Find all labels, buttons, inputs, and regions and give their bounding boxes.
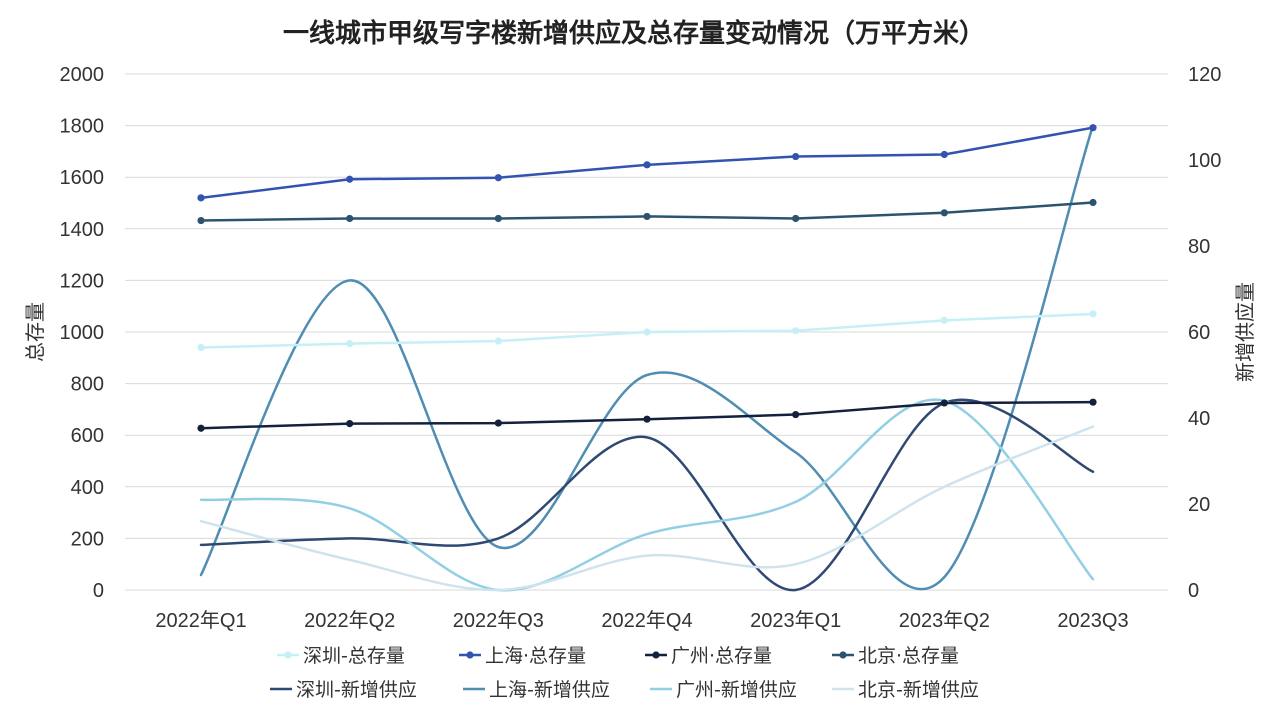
legend-label-3: 北京·总存量 [858, 645, 959, 667]
x-axis-ticks: 2022年Q1 2022年Q2 2022年Q3 2022年Q4 2023年Q1 2023年… [155, 609, 1128, 632]
legend-item-6: 广州-新增供应 [650, 679, 797, 701]
series-line-2 [199, 400, 1095, 430]
series-3-point-0 [197, 216, 205, 225]
legend-label-0: 深圳-总存量 [303, 645, 405, 667]
series-6 [199, 398, 1095, 592]
legend-label-5: 上海-新增供应 [489, 679, 610, 701]
left-tick-label-1: 200 [71, 528, 104, 550]
series-3-point-2 [494, 214, 502, 223]
series-2-point-4 [792, 410, 800, 419]
series-3-point-4 [792, 214, 800, 223]
series-0 [197, 310, 1097, 352]
series-4 [199, 398, 1095, 592]
legend-item-2: 广州·总存量 [645, 645, 772, 667]
right-tick-label-5: 100 [1188, 150, 1221, 172]
left-tick-label-0: 0 [93, 580, 104, 602]
left-y-axis-title: 总存量 [23, 302, 47, 362]
series-2-point-1 [346, 419, 354, 428]
legend-marker-2 [652, 651, 660, 659]
legend-label-6: 广州-新增供应 [676, 679, 797, 701]
right-tick-label-6: 120 [1188, 64, 1221, 86]
left-tick-label-4: 800 [71, 374, 104, 396]
left-tick-label-9: 1800 [60, 116, 105, 138]
legend-label-2: 广州·总存量 [671, 645, 772, 667]
series-2-point-2 [494, 419, 502, 427]
legend-label-1: 上海·总存量 [485, 645, 586, 667]
legend-marker-0 [284, 651, 292, 659]
series-3-point-6 [1089, 198, 1097, 207]
right-y-axis-title: 新增供应量 [1233, 282, 1257, 382]
left-y-axis-ticks: 0 200 400 600 800 1000 1200 1400 1600 1800 2000 [60, 64, 105, 602]
chart-title: 一线城市甲级写字楼新增供应及总存量变动情况（万平方米） [283, 18, 985, 49]
series-1-point-1 [346, 175, 354, 183]
x-tick-label-0: 2022年Q1 [155, 609, 246, 632]
x-tick-label-4: 2023年Q1 [750, 609, 841, 632]
right-tick-label-3: 60 [1188, 322, 1210, 344]
series-2 [197, 398, 1097, 432]
legend-item-7: 北京-新增供应 [832, 679, 979, 701]
right-tick-label-0: 0 [1188, 580, 1199, 602]
series-1-point-5 [940, 150, 948, 159]
left-tick-label-3: 600 [71, 425, 104, 447]
legend-marker-3 [839, 651, 847, 659]
x-tick-label-5: 2023年Q2 [899, 609, 990, 632]
series-2-point-0 [197, 424, 205, 432]
series-line-6 [199, 398, 1095, 592]
left-tick-label-6: 1200 [60, 270, 105, 292]
series-2-point-5 [940, 399, 948, 407]
legend-label-7: 北京-新增供应 [858, 679, 979, 701]
series-1-point-0 [197, 194, 205, 202]
x-tick-label-2: 2022年Q3 [453, 609, 544, 632]
legend-item-3: 北京·总存量 [832, 645, 959, 667]
legend-item-4: 深圳-新增供应 [270, 679, 417, 701]
series-1-point-2 [494, 174, 502, 182]
series-3-point-5 [940, 209, 948, 217]
left-tick-label-8: 1600 [60, 167, 105, 189]
series-5 [199, 124, 1095, 591]
series-0-point-2 [494, 337, 502, 345]
series-0-point-5 [940, 316, 948, 324]
x-tick-label-6: 2023Q3 [1057, 610, 1128, 632]
left-tick-label-10: 2000 [60, 64, 105, 86]
left-tick-label-7: 1400 [60, 219, 105, 241]
right-tick-label-1: 20 [1188, 494, 1210, 516]
legend-item-0: 深圳-总存量 [277, 645, 405, 667]
series-line-5 [199, 124, 1095, 591]
series-0-point-6 [1089, 310, 1097, 318]
series-0-point-3 [643, 328, 651, 336]
legend-item-5: 上海-新增供应 [463, 679, 610, 701]
series-layer [197, 124, 1097, 592]
series-1 [197, 124, 1097, 202]
series-0-point-0 [197, 343, 205, 352]
right-tick-label-2: 40 [1188, 408, 1210, 430]
right-y-axis-ticks: 0 20 40 60 80 100 120 [1188, 64, 1221, 602]
legend-label-4: 深圳-新增供应 [296, 679, 417, 701]
x-tick-label-3: 2022年Q4 [601, 609, 692, 632]
series-3-point-3 [643, 212, 651, 221]
series-2-point-3 [643, 415, 651, 423]
right-tick-label-4: 80 [1188, 236, 1210, 258]
series-0-point-1 [346, 340, 354, 348]
series-3 [197, 198, 1097, 225]
series-0-point-4 [792, 327, 800, 335]
left-tick-label-2: 400 [71, 477, 104, 499]
series-1-point-6 [1089, 124, 1097, 132]
series-line-4 [199, 398, 1095, 592]
series-line-7 [199, 425, 1095, 592]
series-1-point-3 [643, 161, 651, 169]
legend-item-1: 上海·总存量 [459, 645, 586, 667]
left-tick-label-5: 1000 [60, 322, 105, 344]
series-3-point-1 [346, 214, 354, 223]
legend-marker-1 [466, 651, 474, 659]
series-7 [199, 425, 1095, 592]
x-tick-label-1: 2022年Q2 [304, 609, 395, 632]
series-1-point-4 [792, 152, 800, 161]
series-2-point-6 [1089, 398, 1097, 406]
